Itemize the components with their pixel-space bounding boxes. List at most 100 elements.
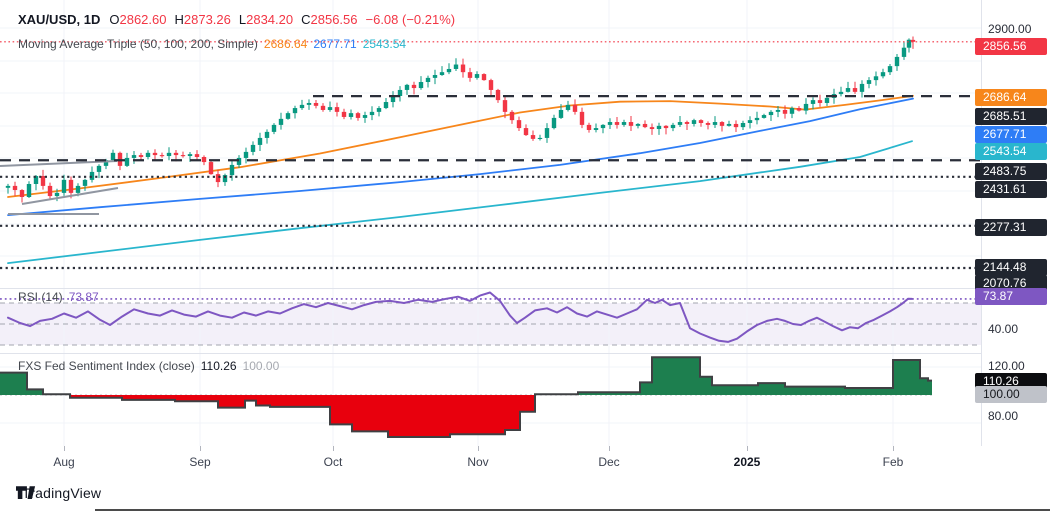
candle [271,123,277,135]
candle [593,123,599,133]
candle [572,99,578,115]
candle [677,116,683,127]
candle [411,81,417,95]
rsi-pane[interactable] [0,288,981,353]
candle [341,108,347,120]
candle [761,113,767,119]
price-badge: 2277.31 [975,218,1047,236]
candle [691,118,697,127]
candle [12,181,18,196]
candle [110,149,116,162]
time-axis-label: Oct [323,455,343,469]
time-tick [478,446,479,451]
candle [894,54,900,71]
change-value: −6.08 (−0.21%) [365,12,456,27]
time-tick [64,446,65,451]
candle [663,125,669,135]
window-edge [95,509,1050,511]
candle [516,116,522,132]
time-axis-label: 2025 [733,455,761,469]
candle [19,189,25,203]
symbol-title[interactable]: XAU/USD, 1D [18,12,101,27]
axis-price-label: 40.00 [988,322,1019,336]
time-scale[interactable]: Aug Sep Oct Nov Dec 2025 Feb [0,446,1050,476]
candle [684,120,690,130]
candle [5,183,11,194]
sentiment-baseline-value: 100.00 [242,359,280,373]
candle [824,97,830,106]
candle [782,105,788,119]
price-badge: 73.87 [975,287,1047,305]
price-badge: 2856.56 [975,37,1047,55]
candle [642,120,648,129]
candle [264,129,270,144]
candle [418,76,424,90]
sentiment-indicator-title[interactable]: FXS Fed Sentiment Index (close) [18,359,195,373]
price-badge: 110.26 [975,372,1047,390]
price-badge: 2431.61 [975,180,1047,198]
tradingview-logo[interactable]: TradingView [16,485,101,501]
rsi-value: 73.87 [68,290,99,304]
candle [131,150,137,164]
candle [460,58,466,78]
candle [579,107,585,129]
trendline-drawing[interactable] [0,160,118,167]
candle [404,83,410,95]
candle [712,116,718,129]
time-tick [747,446,748,451]
sentiment-value: 110.26 [200,359,237,373]
candle [40,169,46,190]
sentiment-pane[interactable] [0,353,981,446]
main-price-pane[interactable] [0,0,981,288]
candle [61,174,67,196]
time-axis-label: Sep [189,455,211,469]
candle [180,151,186,158]
candle [817,94,823,107]
candle [474,71,480,80]
axis-price-label: 120.00 [988,359,1025,373]
time-tick [333,446,334,451]
ohlc-value: 2834.20 [246,12,294,27]
candle [838,86,844,97]
ma-value: 2543.54 [362,37,407,51]
candlesticks [5,36,916,203]
candle [327,101,333,112]
candle [600,124,606,134]
candle [733,120,739,133]
symbol-legend: XAU/USD, 1D O2862.60 H2873.26 L2834.20 C2856… [18,12,455,27]
pane-separator[interactable] [0,353,1050,354]
price-badge: 2070.76 [975,274,1047,292]
candle [635,123,641,129]
axis-price-label: 2900.00 [988,22,1032,36]
candle [859,80,865,98]
time-axis-label: Feb [882,455,904,469]
time-tick [200,446,201,451]
ohlc-value: 2856.56 [310,12,358,27]
trendline-drawing[interactable] [21,187,119,205]
candle [488,78,494,95]
candle [481,73,487,81]
ohlc-values: O2862.60 H2873.26 L2834.20 C2856.56 [109,12,365,27]
candle [656,122,662,135]
candle [565,100,571,112]
ma-indicator-title[interactable]: Moving Average Triple (50, 100, 200, Sim… [18,37,258,51]
candle [306,99,312,110]
candle [285,111,291,120]
candle [369,106,375,121]
candle [740,120,746,131]
candle [446,63,452,75]
candle [439,66,445,76]
candle [705,121,711,130]
candle [719,121,725,132]
candle [495,88,501,103]
candle [89,166,95,183]
rsi-indicator-title[interactable]: RSI (14) [18,290,63,304]
price-badge: 2543.54 [975,142,1047,160]
pane-separator[interactable] [0,288,1050,289]
candle [292,105,298,119]
candle [502,96,508,119]
candle [68,176,74,199]
candle [558,104,564,120]
candle [250,141,256,156]
